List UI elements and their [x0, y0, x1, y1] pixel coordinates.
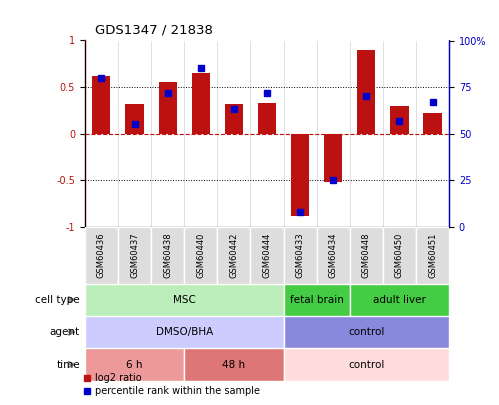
Text: 6 h: 6 h: [126, 360, 143, 369]
Bar: [283, 316, 449, 348]
Text: fetal brain: fetal brain: [290, 295, 344, 305]
Bar: [258, 103, 276, 134]
Bar: [118, 227, 151, 284]
Bar: [317, 227, 350, 284]
Bar: [151, 227, 184, 284]
Bar: [225, 104, 243, 134]
Bar: [92, 76, 110, 134]
Text: DMSO/BHA: DMSO/BHA: [156, 327, 213, 337]
Text: MSC: MSC: [173, 295, 196, 305]
Bar: [85, 316, 283, 348]
Bar: [85, 284, 283, 316]
Bar: [357, 50, 375, 134]
Bar: [184, 348, 283, 381]
Text: control: control: [348, 327, 385, 337]
Bar: [250, 227, 283, 284]
Bar: [85, 227, 118, 284]
Text: control: control: [348, 360, 385, 369]
Text: GSM60448: GSM60448: [362, 232, 371, 278]
Text: GSM60444: GSM60444: [262, 232, 271, 278]
Text: 48 h: 48 h: [222, 360, 246, 369]
Text: cell type: cell type: [35, 295, 80, 305]
Text: GDS1347 / 21838: GDS1347 / 21838: [95, 23, 213, 36]
Bar: [416, 227, 449, 284]
Text: agent: agent: [50, 327, 80, 337]
Text: GSM60450: GSM60450: [395, 232, 404, 278]
Text: GSM60438: GSM60438: [163, 232, 172, 278]
Text: GSM60434: GSM60434: [329, 232, 338, 278]
Text: time: time: [56, 360, 80, 369]
Bar: [424, 113, 442, 134]
Bar: [291, 134, 309, 215]
Bar: [383, 227, 416, 284]
Bar: [324, 134, 342, 182]
Text: adult liver: adult liver: [373, 295, 426, 305]
Text: GSM60437: GSM60437: [130, 232, 139, 278]
Text: GSM60436: GSM60436: [97, 232, 106, 278]
Text: GSM60442: GSM60442: [230, 232, 239, 278]
Bar: [390, 106, 409, 134]
Bar: [350, 227, 383, 284]
Bar: [159, 83, 177, 134]
Text: GSM60433: GSM60433: [295, 232, 304, 278]
Bar: [217, 227, 250, 284]
Text: GSM60451: GSM60451: [428, 232, 437, 278]
Bar: [125, 104, 144, 134]
Bar: [350, 284, 449, 316]
Text: GSM60440: GSM60440: [196, 232, 205, 278]
Legend: log2 ratio, percentile rank within the sample: log2 ratio, percentile rank within the s…: [80, 369, 264, 400]
Bar: [283, 284, 350, 316]
Bar: [192, 73, 210, 134]
Bar: [85, 348, 184, 381]
Bar: [184, 227, 217, 284]
Bar: [283, 227, 317, 284]
Bar: [283, 348, 449, 381]
